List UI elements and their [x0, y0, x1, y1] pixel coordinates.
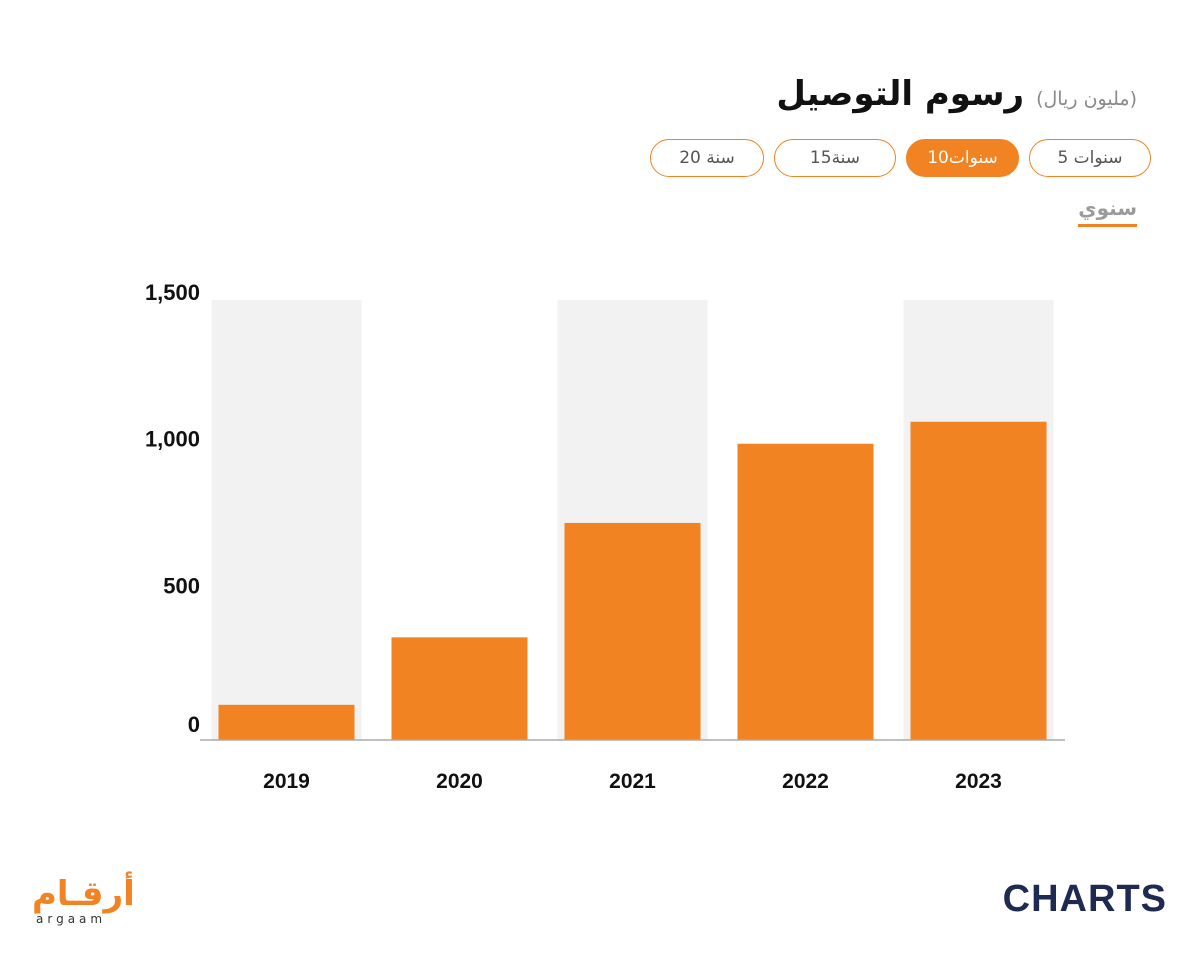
- x-tick-label: 2023: [955, 770, 1002, 793]
- bar-2020: [391, 637, 528, 740]
- frequency-tab-annual[interactable]: سنوي: [1078, 196, 1137, 227]
- chart-title: رسوم التوصيل: [776, 74, 1025, 114]
- period-5-years-button[interactable]: 5 سنوات: [1029, 139, 1151, 177]
- x-tick-label: 2021: [609, 770, 656, 793]
- bar-2021: [564, 522, 701, 740]
- period-15-years-button[interactable]: 15سنة: [774, 139, 896, 177]
- background-band: [211, 300, 362, 740]
- period-10-years-button[interactable]: 10سنوات: [906, 139, 1019, 177]
- y-tick-label: 1,000: [145, 427, 200, 452]
- y-axis-ticks: 0 500 1,000 1,500: [145, 280, 200, 737]
- bars: [218, 421, 1047, 740]
- argaam-logo-latin: argaam: [36, 912, 107, 926]
- argaam-logo: أرقـام argaam: [32, 874, 142, 930]
- x-axis-ticks: 2019 2020 2021 2022 2023: [263, 770, 1002, 793]
- charts-logo: CHARTS: [1002, 878, 1167, 920]
- bar-2023: [910, 421, 1047, 740]
- bar-2019: [218, 704, 355, 740]
- x-tick-label: 2022: [782, 770, 829, 793]
- y-tick-label: 500: [163, 573, 200, 598]
- y-tick-label: 0: [188, 712, 200, 737]
- period-20-years-button[interactable]: 20 سنة: [650, 139, 764, 177]
- y-tick-label: 1,500: [145, 280, 200, 305]
- chart-header: رسوم التوصيل (مليون ريال): [776, 74, 1137, 114]
- argaam-logo-arabic: أرقـام: [32, 874, 135, 914]
- chart-unit: (مليون ريال): [1036, 88, 1137, 110]
- x-tick-label: 2020: [436, 770, 483, 793]
- bar-2022: [737, 443, 874, 740]
- period-selector: 5 سنوات 10سنوات 15سنة 20 سنة: [650, 139, 1151, 177]
- x-tick-label: 2019: [263, 770, 310, 793]
